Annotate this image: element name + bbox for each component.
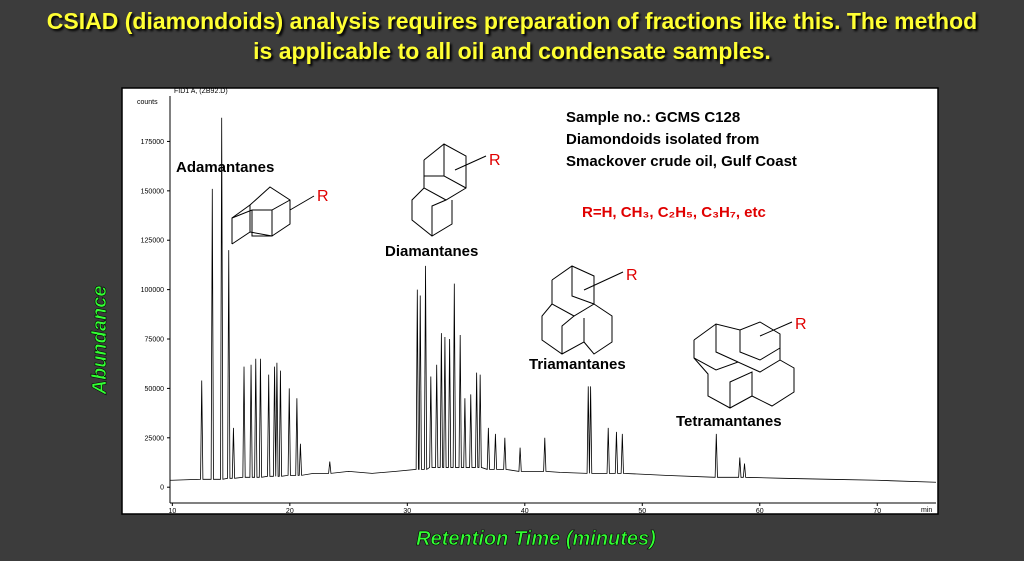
sample-info: Smackover crude oil, Gulf Coast: [566, 153, 797, 170]
r-label: R: [317, 188, 329, 205]
y-tick-label: 175000: [141, 139, 164, 146]
instrument-label: FID1 A, (ZB92.D): [174, 88, 228, 95]
y-tick-label: 25000: [145, 435, 165, 442]
x-tick-label: 40: [521, 508, 529, 515]
y-tick-label: 50000: [145, 386, 165, 393]
compound-label: Triamantanes: [529, 356, 626, 373]
chromatogram-line: [170, 117, 937, 483]
compound-label: Adamantanes: [176, 159, 274, 176]
x-tick-label: 30: [403, 508, 411, 515]
x-tick-label: 60: [756, 508, 764, 515]
x-tick-label: 50: [638, 508, 646, 515]
y-tick-label: 125000: [141, 238, 164, 245]
r-label: R: [795, 316, 807, 333]
x-tick-label: 10: [168, 508, 176, 515]
y-axis-label: Abundance: [89, 286, 111, 396]
y-tick-label: 100000: [141, 287, 164, 294]
plot-panel: [121, 87, 939, 515]
x-tick-label: 70: [873, 508, 881, 515]
x-unit-label: min: [921, 507, 932, 514]
substituent-note: R=H, CH₃, C₂H₅, C₃H₇, etc: [582, 204, 766, 221]
r-label: R: [489, 152, 501, 169]
y-unit-label: counts: [137, 99, 158, 106]
x-axis-label: Retention Time (minutes): [416, 528, 656, 550]
y-tick-label: 0: [160, 485, 164, 492]
y-tick-label: 150000: [141, 188, 164, 195]
molecule-drawing: [231, 143, 795, 409]
slide-title: CSIAD (diamondoids) analysis requires pr…: [46, 8, 978, 64]
sample-info: Sample no.: GCMS C128: [566, 109, 740, 126]
compound-label: Diamantanes: [385, 243, 478, 260]
compound-label: Tetramantanes: [676, 413, 782, 430]
sample-info: Diamondoids isolated from: [566, 131, 759, 148]
x-tick-label: 20: [286, 508, 294, 515]
r-label: R: [626, 267, 638, 284]
y-tick-label: 75000: [145, 337, 165, 344]
